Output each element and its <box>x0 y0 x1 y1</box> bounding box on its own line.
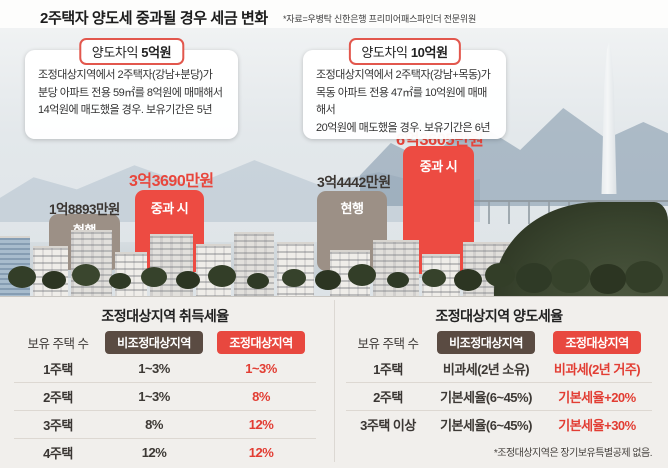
adjusted-value: 기본세율+30% <box>558 418 636 433</box>
table-row: 3주택 8% 12% <box>14 410 316 438</box>
acquisition-table-rows: 1주택 1~3% 1~3% 2주택 1~3% 8% 3주택 8% 12% 4주택… <box>14 355 316 466</box>
treeline <box>0 262 668 296</box>
non-adjusted-value: 12% <box>141 445 167 460</box>
page-title: 2주택자 양도세 중과될 경우 세금 변화 <box>40 10 268 27</box>
description-line: 조정대상지역에서 2주택자(강남+목동)가 <box>316 69 491 81</box>
table-row: 4주택 12% 12% <box>14 438 316 466</box>
apartment-building <box>373 240 419 296</box>
column-header-holdings: 보유 주택 수 <box>357 337 419 351</box>
non-adjusted-value: 기본세율(6~45%) <box>440 418 532 433</box>
badge-prefix: 양도차익 <box>361 45 408 60</box>
row-label: 2주택 <box>43 390 73 405</box>
apartment-building <box>276 242 314 296</box>
bar-label: 현행 <box>340 201 364 216</box>
transfer-table-rows: 1주택 비과세(2년 소유) 비과세(2년 거주) 2주택 기본세율(6~45%… <box>346 355 652 438</box>
column-header-adjusted: 조정대상지역 <box>553 331 641 354</box>
transfer-table-title: 조정대상지역 양도세율 <box>435 308 563 324</box>
row-label: 4주택 <box>43 446 73 461</box>
table-row: 2주택 1~3% 8% <box>14 382 316 410</box>
lotte-tower <box>601 42 617 194</box>
non-adjusted-value: 1~3% <box>138 389 170 404</box>
description-line: 목동 아파트 전용 47㎡를 10억원에 매매해서 <box>316 86 487 117</box>
bar-surcharge-scenario2: 중과 시 <box>403 146 474 274</box>
apartment-cluster-left <box>0 226 314 296</box>
table-row: 2주택 기본세율(6~45%) 기본세율+20% <box>346 382 652 410</box>
description-line: 14억원에 매도했을 경우. 보유기간은 5년 <box>38 104 212 117</box>
panel-divider <box>334 300 335 462</box>
scenario-description-2: 조정대상지역에서 2주택자(강남+목동)가 목동 아파트 전용 47㎡를 10억… <box>303 67 506 137</box>
row-label: 1주택 <box>43 362 73 377</box>
adjusted-value: 1~3% <box>245 361 277 376</box>
transfer-table-header: 보유 주택 수 비조정대상지역 조정대상지역 <box>346 331 652 354</box>
apartment-building <box>422 254 460 296</box>
non-adjusted-value: 1~3% <box>138 361 170 376</box>
non-adjusted-value: 비과세(2년 소유) <box>442 362 530 377</box>
badge-prefix: 양도차익 <box>91 45 139 60</box>
badge-amount: 10억원 <box>410 45 448 60</box>
adjusted-value: 기본세율+20% <box>558 390 636 405</box>
capital-gain-badge-1: 양도차익 5억원 <box>78 38 185 65</box>
apartment-building <box>234 232 274 296</box>
scenario-card-2: 양도차익 10억원 조정대상지역에서 2주택자(강남+목동)가 목동 아파트 전… <box>303 38 506 139</box>
apartment-cluster-center <box>330 240 566 296</box>
table-row: 1주택 비과세(2년 소유) 비과세(2년 거주) <box>346 355 652 382</box>
value-surcharge-scenario1: 3억3690만원 <box>129 173 214 190</box>
acquisition-table-header: 보유 주택 수 비조정대상지역 조정대상지역 <box>14 331 316 354</box>
apartment-building <box>149 234 193 296</box>
column-header-non-adjusted: 비조정대상지역 <box>437 331 535 354</box>
value-current-scenario1: 1억8893만원 <box>49 202 120 217</box>
column-header-adjusted: 조정대상지역 <box>217 331 305 354</box>
table-row: 1주택 1~3% 1~3% <box>14 355 316 382</box>
description-line: 조정대상지역에서 2주택자(강남+분당)가 <box>38 69 213 81</box>
bar-label: 중과 시 <box>419 159 458 174</box>
row-label: 3주택 <box>43 418 73 433</box>
non-adjusted-value: 기본세율(6~45%) <box>440 390 532 405</box>
row-label: 3주택 이상 <box>360 418 416 433</box>
value-current-scenario2: 3억4442만원 <box>317 174 391 190</box>
bar-label: 중과 시 <box>150 201 189 216</box>
column-header-holdings: 보유 주택 수 <box>27 337 89 351</box>
apartment-building <box>70 230 113 296</box>
source-note: *자료=우병탁 신한은행 프리미어패스파인더 전문위원 <box>283 14 477 24</box>
apartment-building <box>32 246 68 296</box>
apartment-building <box>330 250 370 296</box>
table-row: 3주택 이상 기본세율(6~45%) 기본세율+30% <box>346 410 652 438</box>
capital-gain-badge-2: 양도차익 10억원 <box>348 38 461 65</box>
column-header-non-adjusted: 비조정대상지역 <box>105 331 203 354</box>
badge-amount: 5억원 <box>141 45 172 60</box>
adjusted-value: 8% <box>252 389 270 404</box>
row-label: 1주택 <box>373 362 403 377</box>
adjusted-value: 12% <box>248 445 274 460</box>
adjusted-value: 비과세(2년 거주) <box>553 362 641 377</box>
scenario-description-1: 조정대상지역에서 2주택자(강남+분당)가 분당 아파트 전용 59㎡를 8억원… <box>25 67 238 120</box>
description-line: 20억원에 매도했을 경우. 보유기간은 6년 <box>316 121 490 134</box>
scenario-card-1: 양도차익 5억원 조정대상지역에서 2주택자(강남+분당)가 분당 아파트 전용… <box>25 38 238 139</box>
row-label: 2주택 <box>373 390 403 405</box>
adjusted-value: 12% <box>248 417 274 432</box>
table-footnote: *조정대상지역은 장기보유특별공제 없음. <box>493 448 653 459</box>
description-line: 분당 아파트 전용 59㎡를 8억원에 매매해서 <box>38 86 223 99</box>
acquisition-table-title: 조정대상지역 취득세율 <box>101 308 229 324</box>
apartment-building <box>115 252 147 296</box>
non-adjusted-value: 8% <box>145 417 163 432</box>
apartment-building <box>195 244 232 296</box>
